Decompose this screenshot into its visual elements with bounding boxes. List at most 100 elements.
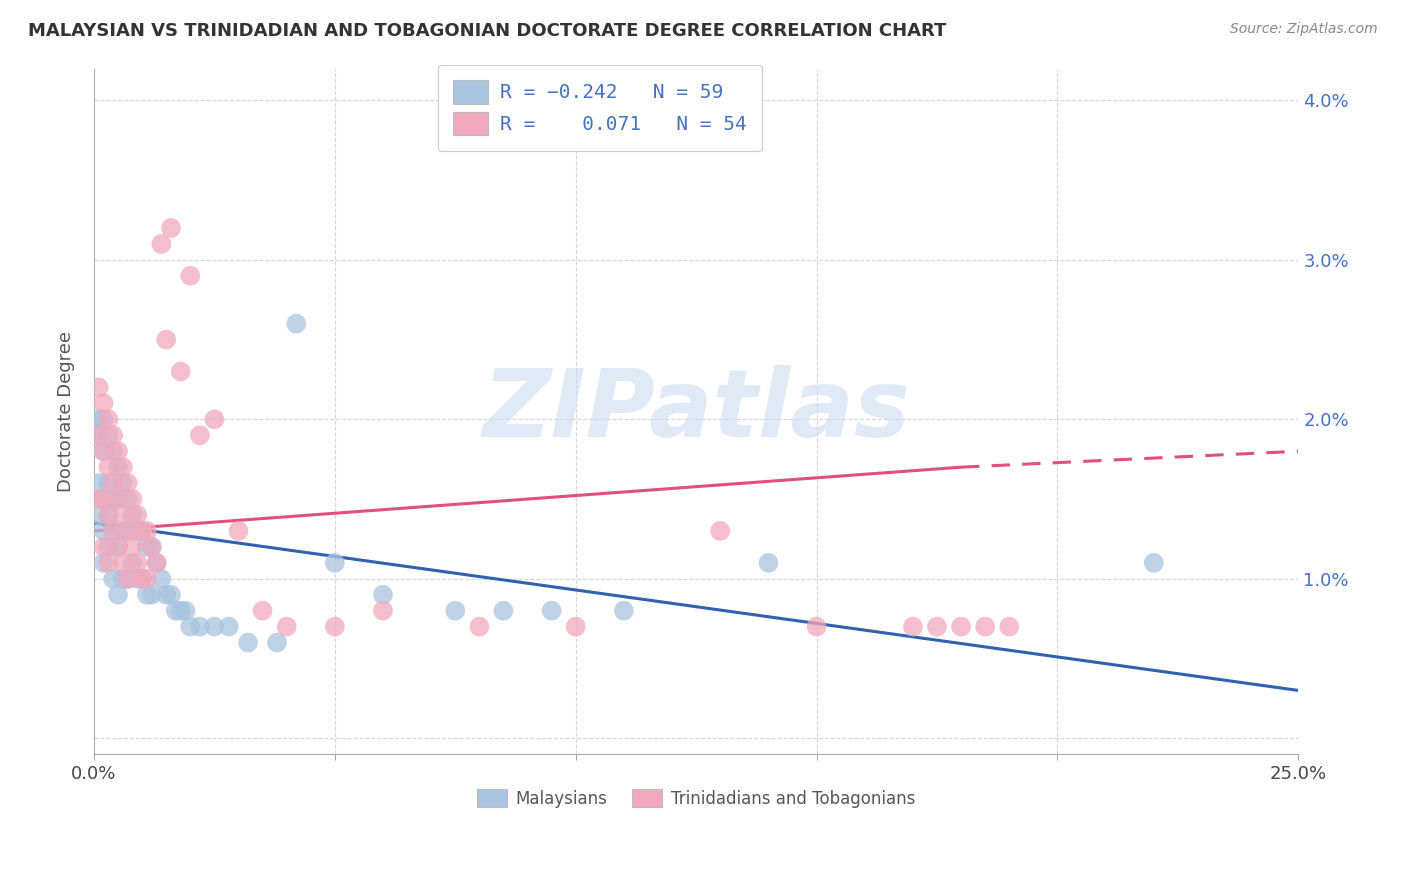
Point [169, 604, 191, 618]
Point [93, 524, 115, 538]
Point [613, 604, 636, 618]
Point [107, 491, 129, 506]
Point [117, 491, 139, 506]
Point [117, 572, 139, 586]
Point [131, 524, 153, 538]
Point [107, 491, 129, 506]
Point [97, 540, 120, 554]
Point [141, 540, 163, 554]
Point [131, 524, 153, 538]
Point [127, 524, 149, 538]
Point [188, 428, 211, 442]
Point [93, 444, 115, 458]
Point [103, 444, 125, 458]
Point [93, 540, 115, 554]
Legend: Malaysians, Trinidadians and Tobagonians: Malaysians, Trinidadians and Tobagonians [471, 782, 922, 814]
Point [121, 508, 143, 522]
Point [127, 572, 149, 586]
Point [107, 444, 129, 458]
Point [135, 572, 157, 586]
Y-axis label: Doctorate Degree: Doctorate Degree [58, 331, 75, 491]
Point [121, 540, 143, 554]
Point [974, 620, 997, 634]
Point [492, 604, 515, 618]
Point [540, 604, 562, 618]
Point [111, 524, 134, 538]
Point [169, 364, 191, 378]
Text: ZIPatlas: ZIPatlas [482, 366, 910, 458]
Point [103, 524, 125, 538]
Point [117, 524, 139, 538]
Point [93, 556, 115, 570]
Point [127, 556, 149, 570]
Point [150, 236, 173, 251]
Text: Source: ZipAtlas.com: Source: ZipAtlas.com [1230, 22, 1378, 37]
Point [758, 556, 780, 570]
Point [117, 476, 139, 491]
Point [141, 588, 163, 602]
Point [155, 333, 177, 347]
Point [218, 620, 240, 634]
Point [117, 524, 139, 538]
Point [925, 620, 948, 634]
Point [117, 572, 139, 586]
Point [87, 428, 110, 442]
Point [1143, 556, 1166, 570]
Point [87, 428, 110, 442]
Point [121, 556, 143, 570]
Point [93, 491, 115, 506]
Point [111, 556, 134, 570]
Point [107, 588, 129, 602]
Point [135, 588, 157, 602]
Point [188, 620, 211, 634]
Point [160, 221, 183, 235]
Point [160, 588, 183, 602]
Point [111, 476, 134, 491]
Point [998, 620, 1021, 634]
Point [564, 620, 586, 634]
Point [97, 476, 120, 491]
Point [145, 556, 167, 570]
Point [806, 620, 828, 634]
Point [371, 588, 394, 602]
Point [111, 508, 134, 522]
Point [87, 380, 110, 394]
Point [97, 508, 120, 522]
Point [131, 572, 153, 586]
Point [103, 476, 125, 491]
Point [103, 524, 125, 538]
Point [107, 540, 129, 554]
Point [111, 572, 134, 586]
Point [155, 588, 177, 602]
Point [135, 524, 157, 538]
Point [107, 460, 129, 475]
Point [97, 460, 120, 475]
Point [165, 604, 187, 618]
Point [285, 317, 308, 331]
Point [111, 460, 134, 475]
Point [103, 428, 125, 442]
Point [252, 604, 274, 618]
Point [276, 620, 298, 634]
Point [87, 476, 110, 491]
Point [87, 491, 110, 506]
Point [103, 572, 125, 586]
Point [468, 620, 491, 634]
Point [901, 620, 924, 634]
Point [127, 508, 149, 522]
Point [93, 396, 115, 410]
Point [950, 620, 973, 634]
Point [107, 540, 129, 554]
Point [131, 572, 153, 586]
Point [97, 412, 120, 426]
Point [87, 508, 110, 522]
Point [97, 508, 120, 522]
Point [145, 556, 167, 570]
Point [179, 620, 201, 634]
Point [97, 428, 120, 442]
Point [93, 491, 115, 506]
Point [266, 635, 288, 649]
Point [228, 524, 250, 538]
Point [135, 540, 157, 554]
Point [202, 412, 225, 426]
